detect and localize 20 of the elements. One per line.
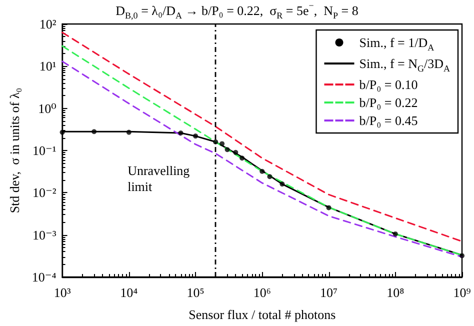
x-tick-label: 10⁵ — [186, 285, 204, 300]
x-tick-label: 10⁴ — [120, 285, 138, 300]
legend-label: b/P₀ = 0.10 — [359, 77, 418, 92]
x-tick-label: 10⁸ — [386, 285, 405, 300]
ref-line-label: Unravelling limit — [128, 163, 190, 194]
y-tick-label: 10¹ — [39, 58, 56, 74]
legend-label: b/P₀ = 0.22 — [359, 95, 418, 110]
y-tick-label: 10⁻² — [32, 185, 56, 200]
x-tick-label: 10⁶ — [253, 285, 271, 300]
x-tick-label: 10³ — [54, 285, 71, 300]
legend-label: b/P₀ = 0.45 — [359, 113, 418, 128]
y-tick-label: 10⁰ — [38, 100, 56, 116]
x-axis-title: Sensor flux / total # photons — [188, 307, 336, 322]
x-tick-label: 10⁹ — [453, 285, 472, 300]
y-tick-label: 10⁻³ — [32, 227, 56, 242]
y-tick-label: 10⁻¹ — [32, 143, 56, 158]
y-axis-title: Std dev, σ in units of λ₀ — [7, 88, 22, 214]
y-tick-label: 10² — [39, 16, 56, 32]
y-tick-label: 10⁻⁴ — [32, 270, 57, 284]
x-tick-label: 10⁷ — [320, 285, 338, 300]
